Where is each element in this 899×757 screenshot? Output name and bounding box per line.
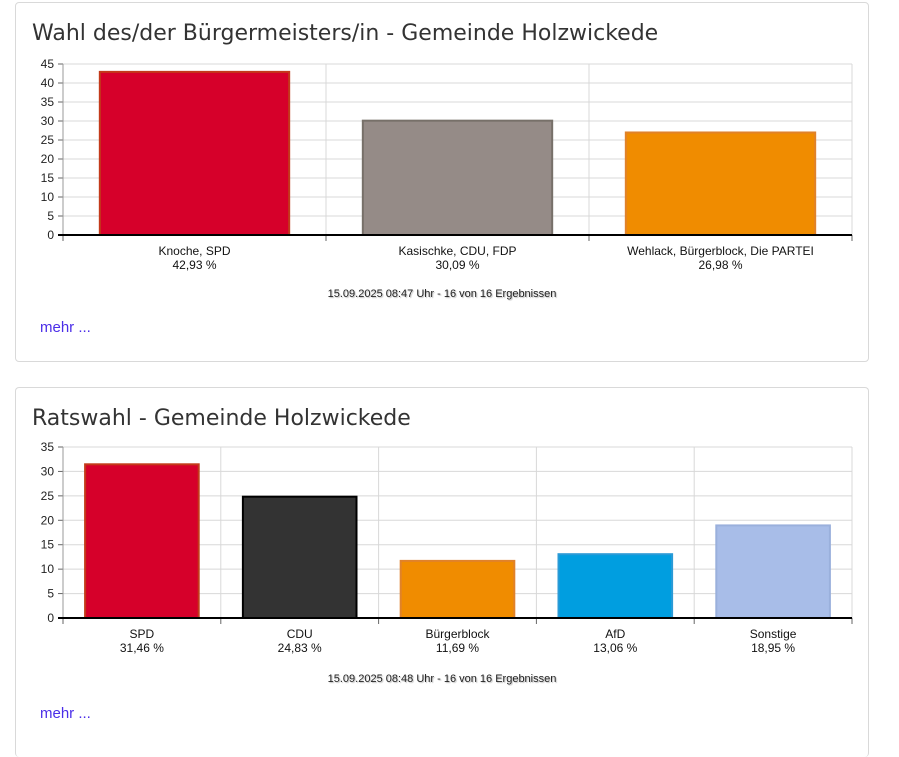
bar-0-2 [624, 131, 817, 236]
more-link[interactable]: mehr ... [40, 705, 91, 722]
category-label: SPD [130, 627, 155, 641]
category-label: Sonstige [750, 627, 797, 641]
result-timestamp: 15.09.2025 08:48 Uhr - 16 von 16 Ergebni… [327, 673, 557, 685]
y-tick-label: 35 [41, 95, 55, 109]
y-tick-label: 15 [41, 171, 55, 185]
bar-0-1 [361, 119, 554, 237]
value-label: 11,69 % [436, 641, 479, 655]
value-label: 18,95 % [751, 641, 795, 655]
category-label: Kasischke, CDU, FDP [398, 244, 516, 258]
bar-0-0 [98, 70, 291, 237]
y-tick-label: 40 [41, 76, 55, 90]
y-tick-label: 25 [41, 133, 55, 147]
bar-1-0 [84, 463, 200, 620]
value-label: 31,46 % [120, 641, 164, 655]
y-tick-label: 10 [41, 562, 55, 576]
value-label: 24,83 % [278, 641, 322, 655]
y-tick-label: 15 [41, 538, 55, 552]
y-tick-label: 0 [47, 611, 54, 625]
mayor-election-panel: Wahl des/der Bürgermeisters/in - Gemeind… [15, 2, 869, 362]
y-tick-label: 25 [41, 489, 55, 503]
bar-1-3 [557, 553, 674, 620]
category-label: Knoche, SPD [158, 244, 230, 258]
y-tick-label: 0 [47, 228, 54, 242]
y-tick-label: 30 [41, 464, 55, 478]
category-label: Wehlack, Bürgerblock, Die PARTEI [627, 244, 814, 258]
value-label: 30,09 % [435, 258, 479, 272]
y-tick-label: 45 [41, 57, 55, 71]
council-election-panel: Ratswahl - Gemeinde Holzwickede 0 5 10 15 20… [15, 387, 869, 757]
category-label: AfD [605, 627, 625, 641]
value-label: 42,93 % [172, 258, 216, 272]
y-tick-label: 5 [47, 587, 54, 601]
y-tick-label: 20 [41, 513, 55, 527]
value-label: 13,06 % [593, 641, 637, 655]
value-label: 26,98 % [698, 258, 742, 272]
y-tick-label: 35 [41, 440, 55, 454]
y-tick-label: 30 [41, 114, 55, 128]
result-timestamp: 15.09.2025 08:47 Uhr - 16 von 16 Ergebni… [327, 288, 557, 300]
y-tick-label: 10 [41, 190, 55, 204]
category-label: Bürgerblock [425, 627, 490, 641]
y-tick-label: 5 [47, 209, 54, 223]
bar-1-1 [241, 495, 358, 619]
bar-1-4 [715, 524, 831, 619]
y-tick-label: 20 [41, 152, 55, 166]
more-link[interactable]: mehr ... [40, 319, 91, 336]
panel-title: Ratswahl - Gemeinde Holzwickede [32, 406, 411, 431]
panel-title: Wahl des/der Bürgermeisters/in - Gemeind… [32, 21, 659, 46]
bar-1-2 [399, 559, 516, 619]
category-label: CDU [287, 627, 313, 641]
